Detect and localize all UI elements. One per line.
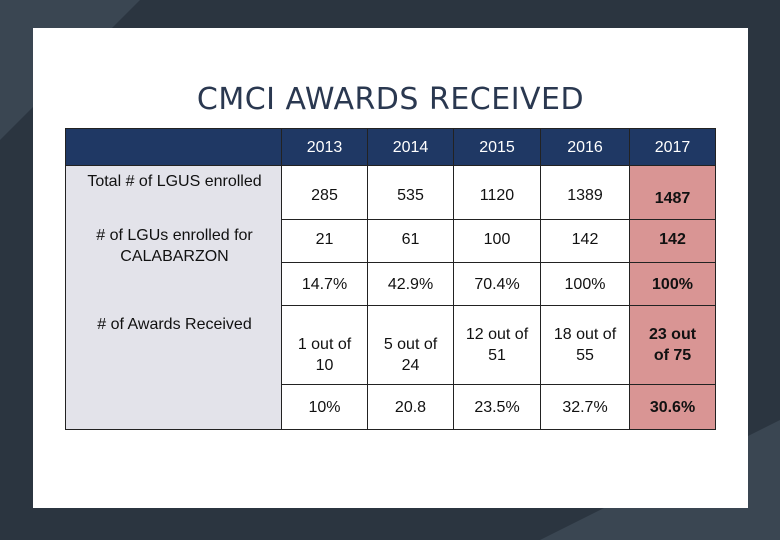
table-row: 1 out of 10 5 out of 24 12 out of 51 18 … xyxy=(65,305,716,385)
header-blank-cell xyxy=(65,128,282,166)
row-label-total-lgus: Total # of LGUS enrolled xyxy=(87,173,262,190)
row-label-cell xyxy=(65,384,282,430)
table-cell: 5 out of 24 xyxy=(367,305,454,385)
table-cell: 32.7% xyxy=(540,384,630,430)
year-2015-header: 2015 xyxy=(453,128,541,166)
year-2016-header: 2016 xyxy=(540,128,630,166)
table-cell: 100 xyxy=(453,219,541,263)
row-label-cell xyxy=(65,305,282,385)
table-cell: 100% xyxy=(540,262,630,306)
row-label-cell xyxy=(65,262,282,306)
awards-table: 2013 2014 2015 2016 2017 285 535 1120 13… xyxy=(65,128,716,430)
table-cell: 23.5% xyxy=(453,384,541,430)
table-cell: 21 xyxy=(281,219,368,263)
slide-title: CMCI AWARDS RECEIVED xyxy=(196,82,585,117)
row-label-awards-received: # of Awards Received xyxy=(97,316,252,333)
row-label-lgus-calabarzon: # of LGUs enrolled for CALABARZON xyxy=(96,227,253,265)
table-cell-highlight: 1487 xyxy=(629,165,716,220)
table-cell-highlight: 23 out of 75 xyxy=(629,305,716,385)
table-cell: 1389 xyxy=(540,165,630,220)
table-cell: 535 xyxy=(367,165,454,220)
year-2014-header: 2014 xyxy=(367,128,454,166)
table-cell: 14.7% xyxy=(281,262,368,306)
table-cell: 142 xyxy=(540,219,630,263)
table-cell-highlight: 30.6% xyxy=(629,384,716,430)
table-row: 21 61 100 142 142 xyxy=(65,219,716,263)
table-cell: 1120 xyxy=(453,165,541,220)
table-cell: 285 xyxy=(281,165,368,220)
table-cell: 61 xyxy=(367,219,454,263)
table-cell-highlight: 142 xyxy=(629,219,716,263)
table-cell: 1 out of 10 xyxy=(281,305,368,385)
table-cell-highlight: 100% xyxy=(629,262,716,306)
table-cell: 10% xyxy=(281,384,368,430)
table-cell: 18 out of 55 xyxy=(540,305,630,385)
slide: CMCI AWARDS RECEIVED 2013 2014 2015 2016… xyxy=(33,28,748,508)
table-header-row: 2013 2014 2015 2016 2017 xyxy=(65,128,716,166)
table-row: 285 535 1120 1389 1487 xyxy=(65,165,716,220)
table-cell: 20.8 xyxy=(367,384,454,430)
table-cell: 42.9% xyxy=(367,262,454,306)
table-row: 10% 20.8 23.5% 32.7% 30.6% xyxy=(65,384,716,430)
year-2017-header: 2017 xyxy=(629,128,716,166)
table-cell: 12 out of 51 xyxy=(453,305,541,385)
table-cell: 70.4% xyxy=(453,262,541,306)
year-2013-header: 2013 xyxy=(281,128,368,166)
row-label-cell xyxy=(65,165,282,220)
table-row: 14.7% 42.9% 70.4% 100% 100% xyxy=(65,262,716,306)
row-label-cell xyxy=(65,219,282,263)
